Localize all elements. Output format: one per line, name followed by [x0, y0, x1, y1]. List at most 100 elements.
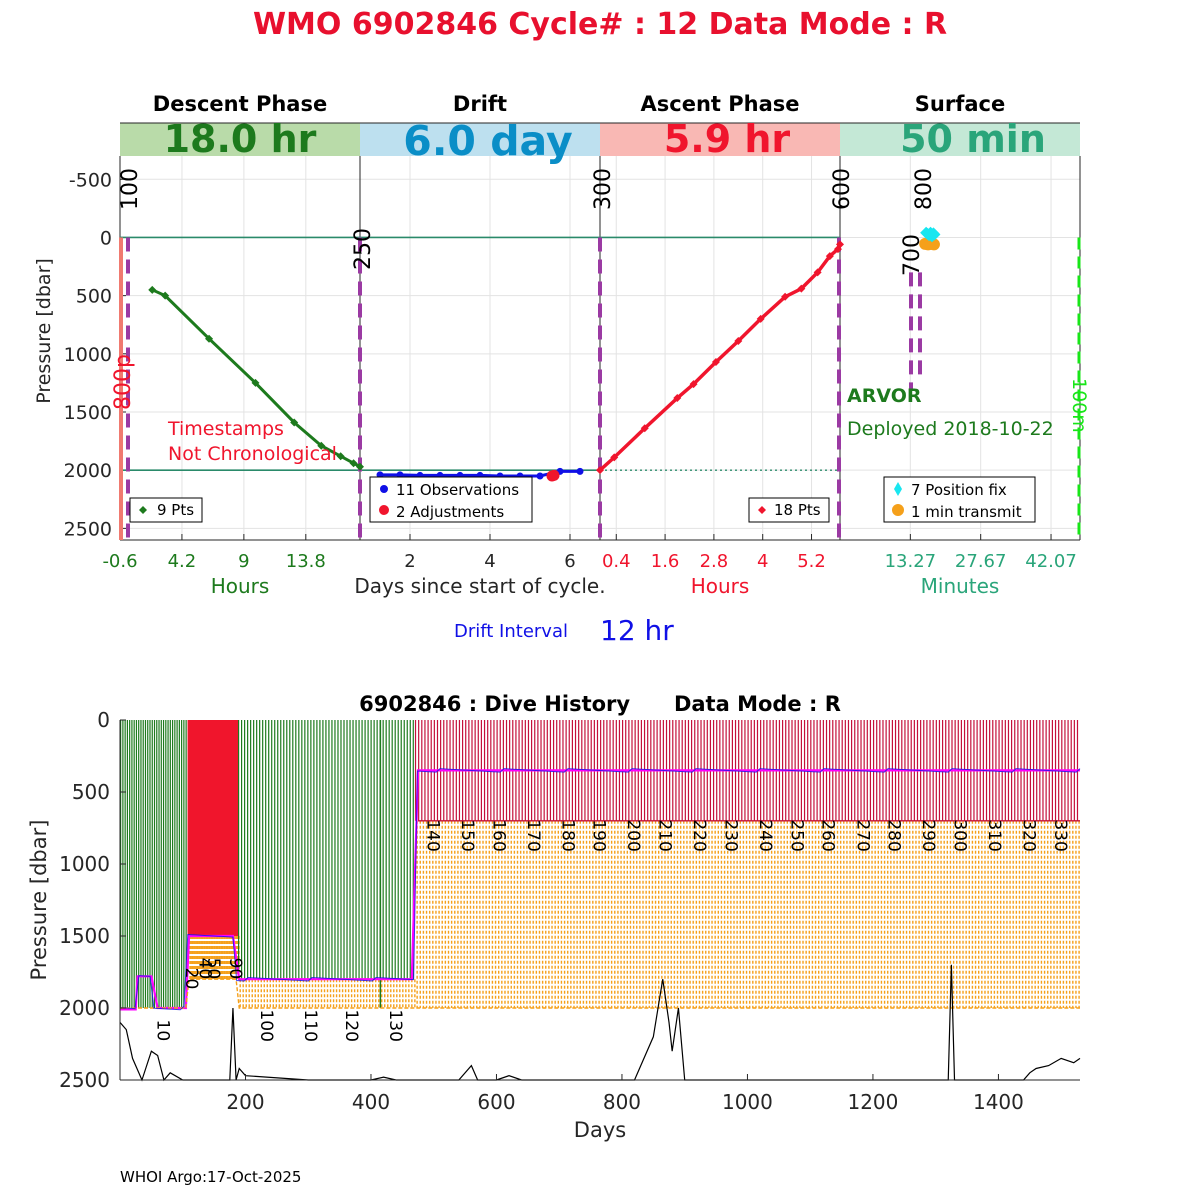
ascent-point [640, 424, 649, 433]
bottom-y-tick-label: 1000 [59, 852, 110, 876]
bottom-y-tick-label: 0 [97, 708, 110, 732]
descent-point [356, 462, 364, 471]
cycle-number-label: 330 [1050, 819, 1070, 851]
bottom-x-tick-label: 200 [226, 1090, 264, 1114]
descent-point [290, 418, 299, 427]
drift-observation-point [576, 467, 584, 475]
top-x-tick-label: 6 [564, 551, 575, 572]
drift-heading: Drift [453, 92, 507, 116]
legend-adjustment-label: 2 Adjustments [396, 503, 504, 521]
ascent-profile-line [598, 243, 842, 472]
cycle-number-label: 140 [422, 819, 442, 851]
descent-point [251, 378, 260, 387]
legend-descent-marker [139, 506, 147, 514]
cycle-number-label: 250 [786, 819, 806, 851]
surface-x-label: Minutes [921, 574, 1000, 598]
top-y-tick-label: 500 [76, 286, 112, 308]
legend-position-fix-marker [894, 482, 902, 496]
descent-point [161, 291, 170, 300]
ascent-point [797, 284, 806, 293]
top-x-tick-label: 9 [238, 551, 249, 572]
cycle-number-label: 320 [1019, 819, 1039, 851]
cycle-number-label: 150 [457, 819, 477, 851]
surface-marker-600: 600 [830, 168, 855, 210]
ascent-duration: 5.9 hr [664, 117, 791, 161]
top-x-tick-label: 5.2 [797, 551, 826, 572]
cycle-number-label: 240 [755, 819, 775, 851]
ascent-point [596, 466, 604, 475]
legend-adjustment-marker [379, 505, 389, 515]
drift-pressure-raw-line [119, 768, 1081, 1011]
top-x-tick-label: 4.2 [168, 551, 197, 572]
descent-point [336, 452, 345, 461]
cycle-number-label: 130 [385, 1009, 405, 1041]
bottom-y-tick-label: 1500 [59, 924, 110, 948]
float-model-label: ARVOR [847, 385, 922, 407]
top-y-tick-label: 1000 [64, 344, 112, 366]
ascent-point [610, 453, 619, 462]
timestamps-annotation: Timestamps [167, 418, 284, 440]
bottom-x-axis-label: Days [574, 1118, 626, 1142]
bottom-x-tick-label: 400 [352, 1090, 390, 1114]
descent-point [205, 334, 214, 343]
top-y-axis-label: Pressure [dbar] [33, 258, 55, 404]
legend-transmit-label: 1 min transmit [911, 503, 1022, 521]
top-panel-backgrounds [120, 123, 1080, 156]
descent-point [349, 459, 358, 468]
descent-marker-100: 100 [118, 168, 143, 210]
ascent-legend: 18 Pts [748, 497, 830, 523]
ascent-point [673, 394, 682, 403]
legend-transmit-marker [892, 504, 904, 516]
descent-point [148, 285, 157, 294]
dive-history-title: 6902846 : Dive History Data Mode : R [359, 692, 841, 716]
drift-pressure-line [120, 769, 1080, 1011]
top-x-tick-label: -0.6 [102, 551, 137, 572]
top-x-tick-label: 1.6 [651, 551, 680, 572]
ascent-x-label: Hours [691, 574, 750, 598]
bottom-y-tick-label: 2500 [59, 1068, 110, 1092]
ascent-point [825, 252, 834, 261]
transmit-point [927, 238, 940, 251]
drift-interval-label: Drift Interval [454, 621, 568, 642]
legend-ascent-marker [758, 506, 766, 514]
cycle-number-label: 20 [181, 968, 201, 990]
ascent-marker-300: 300 [591, 168, 616, 210]
profile-depth-line [120, 978, 1080, 1009]
cycle-number-label: 100 [256, 1009, 276, 1041]
top-y-tick-label: 0 [100, 227, 112, 249]
cycle-number-label: 280 [884, 819, 904, 851]
descent-x-label: Hours [211, 574, 270, 598]
surface-marker-800: 800 [912, 168, 937, 210]
descent-duration-band [120, 123, 360, 156]
ascent-point [711, 357, 720, 366]
top-x-tick-label: 13.8 [286, 551, 326, 572]
cycle-number-label: 90 [225, 958, 245, 980]
top-y-tick-label: 2500 [64, 518, 112, 540]
drift-marker-250: 250 [351, 228, 376, 270]
drift-observation-point [536, 472, 544, 480]
descent-legend: 9 Pts [129, 497, 203, 523]
bottom-x-tick-label: 1000 [722, 1090, 773, 1114]
top-x-tick-label: 27.67 [955, 551, 1007, 572]
top-y-tick-label: 1500 [64, 402, 112, 424]
deployment-date-label: Deployed 2018-10-22 [847, 418, 1054, 440]
cycle-number-label: 220 [689, 819, 709, 851]
ascent-point [756, 314, 765, 323]
drift-duration: 6.0 day [403, 117, 572, 165]
top-reference-lines [119, 122, 1081, 541]
legend-observation-marker [380, 485, 388, 493]
legend-descent-label: 9 Pts [157, 501, 194, 519]
cycle-number-label: 300 [950, 819, 970, 851]
descent-duration: 18.0 hr [164, 117, 317, 161]
top-x-tick-label: 4 [484, 551, 495, 572]
bottom-y-tick-label: 2000 [59, 996, 110, 1020]
top-x-tick-label: 0.4 [602, 551, 631, 572]
drift-x-label: Days since start of cycle. [354, 574, 605, 598]
legend-position-fix-label: 7 Position fix [911, 481, 1007, 499]
cycle-number-label: 160 [488, 819, 508, 851]
cycle-number-label: 40 [195, 958, 215, 980]
ascent-point [689, 380, 698, 389]
cycle-number-label: 110 [300, 1009, 320, 1041]
